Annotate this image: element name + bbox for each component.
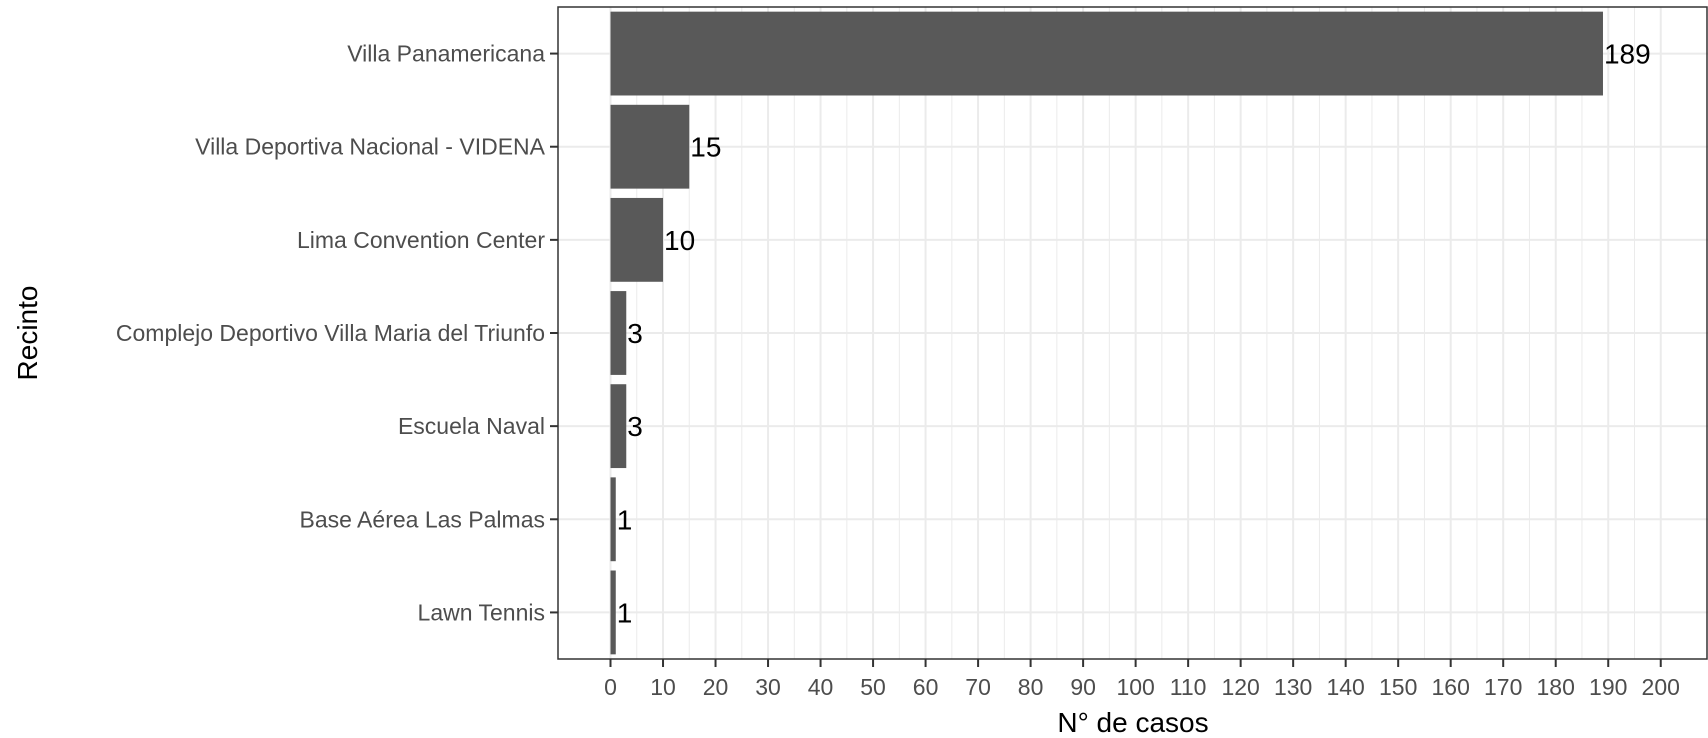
x-tick-label: 150	[1379, 674, 1417, 700]
x-tick-label: 10	[650, 674, 676, 700]
y-tick-label: Villa Panamericana	[347, 41, 545, 67]
x-tick-label: 80	[1018, 674, 1044, 700]
y-axis-title: Recinto	[12, 286, 43, 381]
bar-value-label: 3	[627, 411, 643, 442]
bar-value-label: 15	[690, 132, 721, 163]
y-tick-label: Complejo Deportivo Villa Maria del Triun…	[116, 320, 545, 346]
x-tick-label: 100	[1116, 674, 1154, 700]
x-tick-label: 90	[1070, 674, 1096, 700]
y-tick-label: Escuela Naval	[398, 413, 545, 439]
x-tick-label: 60	[913, 674, 939, 700]
y-axis: Villa Panamericana Villa Deportiva Nacion…	[116, 41, 558, 625]
bar-value-label: 10	[664, 225, 695, 256]
x-tick-label: 140	[1326, 674, 1364, 700]
bar	[610, 384, 627, 469]
x-axis-title: N° de casos	[1057, 707, 1208, 738]
data-labels: 189 15 10 3 3 1 1	[617, 39, 1651, 629]
bar	[610, 11, 1603, 96]
x-tick-label: 30	[755, 674, 781, 700]
bar	[610, 477, 616, 562]
x-tick-label: 50	[860, 674, 886, 700]
bar-value-label: 1	[617, 504, 633, 535]
x-tick-label: 200	[1642, 674, 1680, 700]
y-tick-label: Villa Deportiva Nacional - VIDENA	[195, 134, 545, 160]
x-tick-label: 110	[1170, 674, 1207, 700]
grid-lines	[558, 7, 1708, 659]
y-tick-label: Base Aérea Las Palmas	[300, 506, 545, 532]
bar-value-label: 189	[1604, 39, 1651, 70]
x-axis: 0 10 20 30 40 50 60 70 80 90 100 110 120 130 140 150 160…	[604, 659, 1680, 700]
bar	[610, 291, 627, 375]
x-tick-label: 20	[703, 674, 729, 700]
y-tick-label: Lima Convention Center	[297, 227, 545, 253]
x-tick-label: 0	[604, 674, 617, 700]
bar	[610, 570, 616, 655]
x-tick-label: 130	[1274, 674, 1312, 700]
x-tick-label: 120	[1221, 674, 1259, 700]
x-tick-label: 40	[808, 674, 834, 700]
x-tick-label: 170	[1484, 674, 1522, 700]
bar	[610, 197, 664, 282]
y-tick-label: Lawn Tennis	[418, 599, 545, 625]
bar-value-label: 1	[617, 597, 633, 628]
x-tick-label: 190	[1589, 674, 1627, 700]
bars	[610, 11, 1603, 655]
bar	[610, 104, 690, 189]
bar-value-label: 3	[627, 318, 643, 349]
x-tick-label: 180	[1537, 674, 1575, 700]
x-tick-label: 70	[965, 674, 991, 700]
x-tick-label: 160	[1432, 674, 1470, 700]
